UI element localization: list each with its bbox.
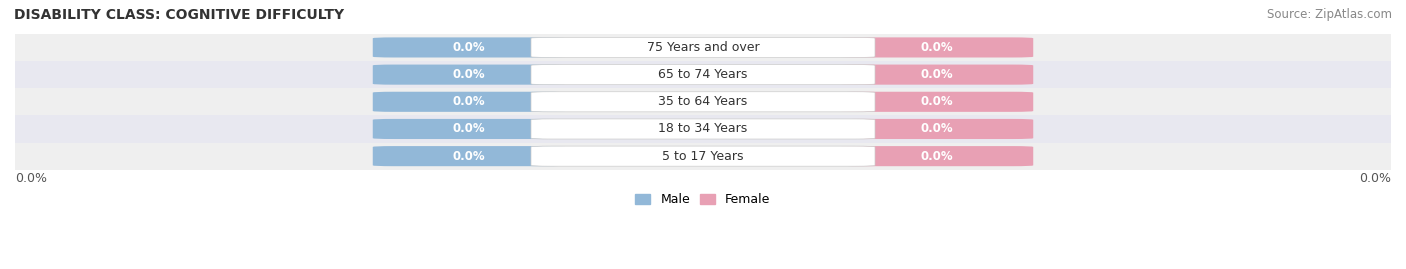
FancyBboxPatch shape (531, 65, 875, 85)
Legend: Male, Female: Male, Female (630, 188, 776, 211)
Text: 35 to 64 Years: 35 to 64 Years (658, 95, 748, 108)
Bar (15, 61, 1391, 88)
Text: 0.0%: 0.0% (921, 122, 953, 136)
FancyBboxPatch shape (373, 119, 565, 139)
FancyBboxPatch shape (841, 92, 1033, 112)
FancyBboxPatch shape (373, 146, 565, 166)
FancyBboxPatch shape (373, 92, 565, 112)
Text: 75 Years and over: 75 Years and over (647, 41, 759, 54)
Text: 0.0%: 0.0% (453, 68, 485, 81)
Text: 65 to 74 Years: 65 to 74 Years (658, 68, 748, 81)
Text: 0.0%: 0.0% (921, 150, 953, 163)
FancyBboxPatch shape (841, 65, 1033, 85)
Text: 0.0%: 0.0% (453, 122, 485, 136)
Bar (15, 88, 1391, 115)
Bar (15, 143, 1391, 170)
FancyBboxPatch shape (531, 146, 875, 166)
Text: 0.0%: 0.0% (921, 68, 953, 81)
FancyBboxPatch shape (841, 119, 1033, 139)
Text: 0.0%: 0.0% (15, 172, 46, 185)
Text: Source: ZipAtlas.com: Source: ZipAtlas.com (1267, 8, 1392, 21)
Text: 5 to 17 Years: 5 to 17 Years (662, 150, 744, 163)
Text: 0.0%: 0.0% (921, 95, 953, 108)
Text: 0.0%: 0.0% (453, 150, 485, 163)
FancyBboxPatch shape (841, 37, 1033, 58)
Text: 0.0%: 0.0% (921, 41, 953, 54)
FancyBboxPatch shape (531, 37, 875, 58)
FancyBboxPatch shape (531, 92, 875, 112)
Text: 0.0%: 0.0% (1360, 172, 1391, 185)
FancyBboxPatch shape (373, 65, 565, 85)
Bar (15, 115, 1391, 143)
Bar (15, 34, 1391, 61)
FancyBboxPatch shape (841, 146, 1033, 166)
Text: DISABILITY CLASS: COGNITIVE DIFFICULTY: DISABILITY CLASS: COGNITIVE DIFFICULTY (14, 8, 344, 22)
Text: 0.0%: 0.0% (453, 41, 485, 54)
Text: 0.0%: 0.0% (453, 95, 485, 108)
Text: 18 to 34 Years: 18 to 34 Years (658, 122, 748, 136)
FancyBboxPatch shape (531, 119, 875, 139)
FancyBboxPatch shape (373, 37, 565, 58)
